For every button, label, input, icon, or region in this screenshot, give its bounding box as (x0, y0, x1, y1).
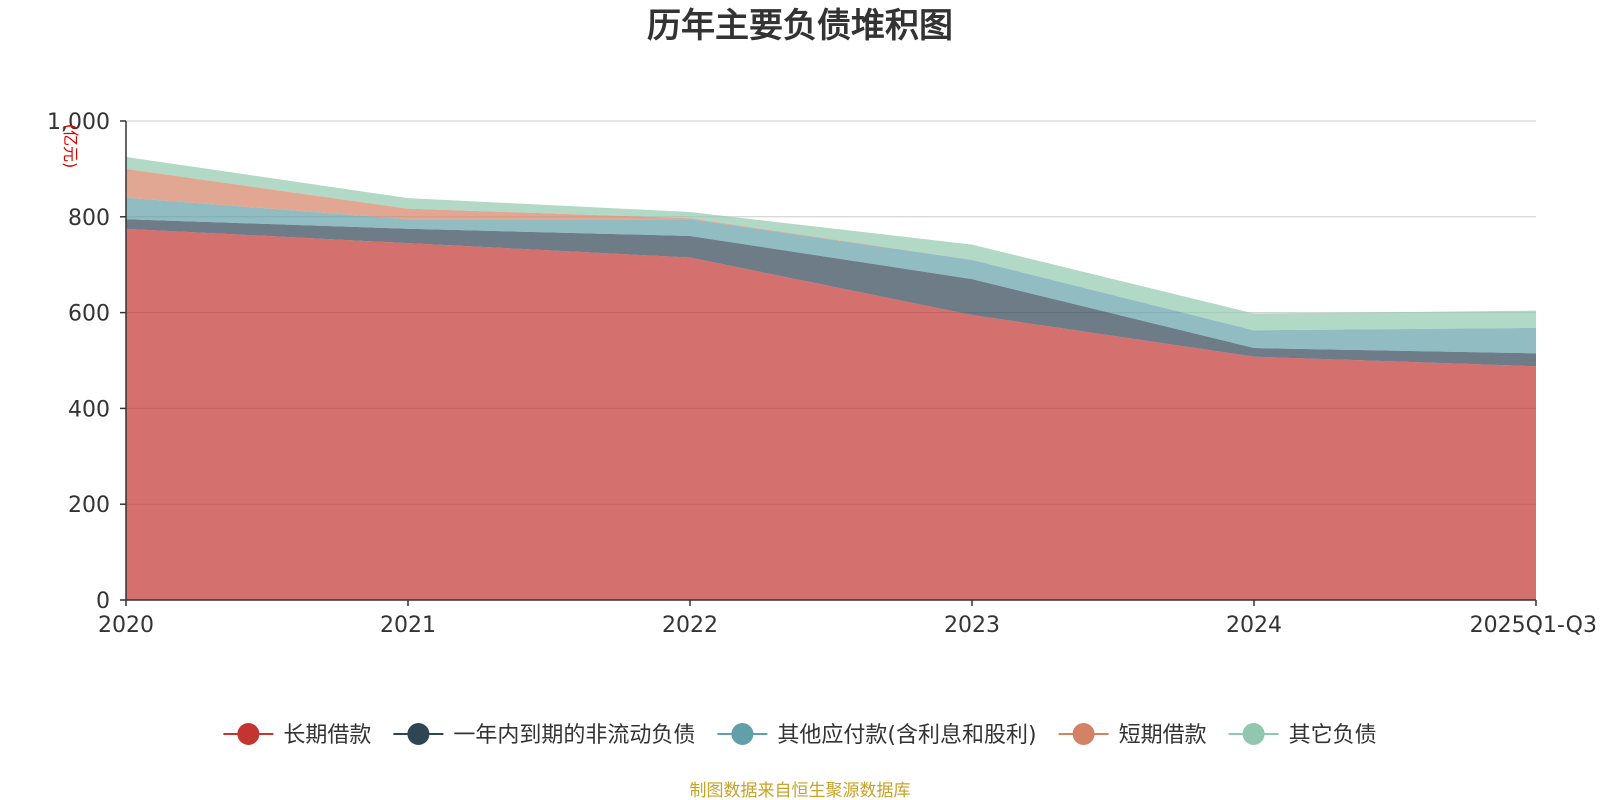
x-tick-label: 2022 (662, 613, 718, 638)
data-source-note: 制图数据来自恒生聚源数据库 (690, 781, 911, 800)
area-series-1 (126, 228, 1536, 600)
y-tick-label: 1,000 (47, 110, 110, 135)
legend-label: 其他应付款(含利息和股利) (777, 723, 1036, 748)
legend-marker (1072, 723, 1095, 745)
legend: 长期借款 一年内到期的非流动负债 其他应付款(含利息和股利) 短期借款 其它负债 (223, 723, 1377, 748)
x-tick-label: 2025Q1-Q3 (1470, 613, 1597, 638)
chart-title: 历年主要负债堆积图 (647, 6, 953, 46)
y-tick-label: 400 (68, 397, 110, 422)
area-series-3 (126, 197, 1536, 354)
legend-item-2: 一年内到期的非流动负债 (393, 723, 695, 748)
legend-label: 长期借款 (283, 723, 371, 748)
legend-item-1: 长期借款 (223, 723, 371, 748)
legend-marker (1242, 723, 1265, 745)
area-series-layer (126, 156, 1536, 600)
area-series-2 (126, 219, 1536, 367)
area-series-5 (126, 156, 1536, 331)
legend-item-4: 短期借款 (1058, 723, 1207, 748)
y-tick-label: 0 (96, 589, 110, 614)
legend-marker (237, 723, 260, 745)
x-tick-label: 2024 (1226, 613, 1282, 638)
y-axis-unit-label: (亿元) (61, 124, 80, 169)
legend-marker (731, 723, 754, 745)
axes: 0 200 400 600 800 1,000 2020 2021 2022 2023 2024 20… (47, 110, 1597, 638)
legend-label: 一年内到期的非流动负债 (453, 723, 695, 748)
x-tick-label: 2021 (380, 613, 436, 638)
legend-label: 其它负债 (1289, 723, 1377, 748)
y-tick-label: 200 (68, 493, 110, 518)
legend-item-3: 其他应付款(含利息和股利) (717, 723, 1037, 748)
legend-item-5: 其它负债 (1228, 723, 1377, 748)
legend-label: 短期借款 (1119, 723, 1207, 748)
x-tick-label: 2023 (944, 613, 1000, 638)
y-tick-label: 800 (68, 206, 110, 231)
legend-marker (407, 723, 430, 745)
y-tick-label: 600 (68, 302, 110, 327)
x-tick-label: 2020 (98, 613, 154, 638)
